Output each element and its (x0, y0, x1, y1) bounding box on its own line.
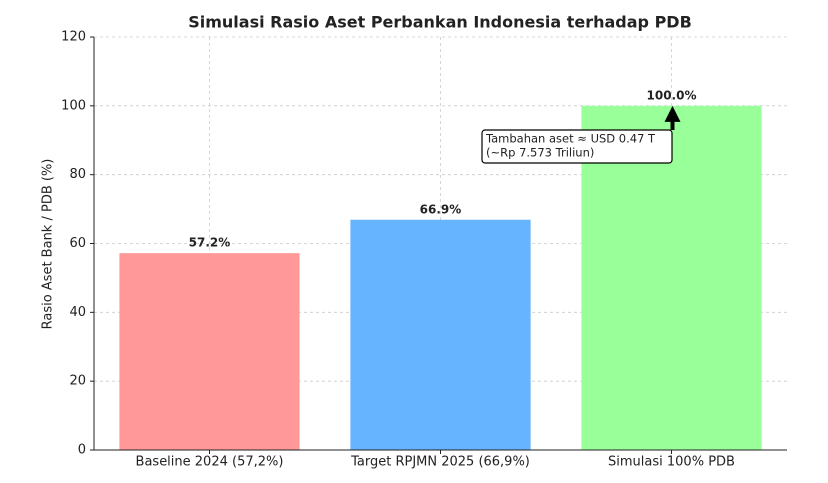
value-label: 57.2% (189, 236, 231, 250)
value-label: 66.9% (420, 202, 462, 216)
y-tick-label: 40 (69, 305, 86, 320)
y-tick-label: 80 (69, 167, 86, 182)
y-tick-label: 0 (78, 443, 86, 458)
annotation-arrowhead (664, 105, 681, 122)
annotation-box (481, 129, 673, 164)
y-tick-label: 100 (61, 98, 86, 113)
x-tick-label: Baseline 2024 (57,2%) (136, 455, 284, 470)
y-axis-label: Rasio Aset Bank / PDB (%) (41, 159, 56, 330)
x-tick-label: Target RPJMN 2025 (66,9%) (350, 455, 530, 470)
y-tick-label: 120 (61, 30, 86, 45)
value-label: 100.0% (647, 88, 697, 102)
chart-title: Simulasi Rasio Aset Perbankan Indonesia … (188, 13, 692, 32)
y-tick-label: 60 (69, 236, 86, 251)
y-tick-label: 20 (69, 374, 86, 389)
annotation-text: Tambahan aset ≈ USD 0.47 T (485, 132, 656, 146)
x-tick-label: Simulasi 100% PDB (608, 455, 735, 470)
bar (119, 253, 300, 450)
annotation-text: (~Rp 7.573 Triliun) (486, 146, 594, 160)
bar (350, 219, 531, 450)
